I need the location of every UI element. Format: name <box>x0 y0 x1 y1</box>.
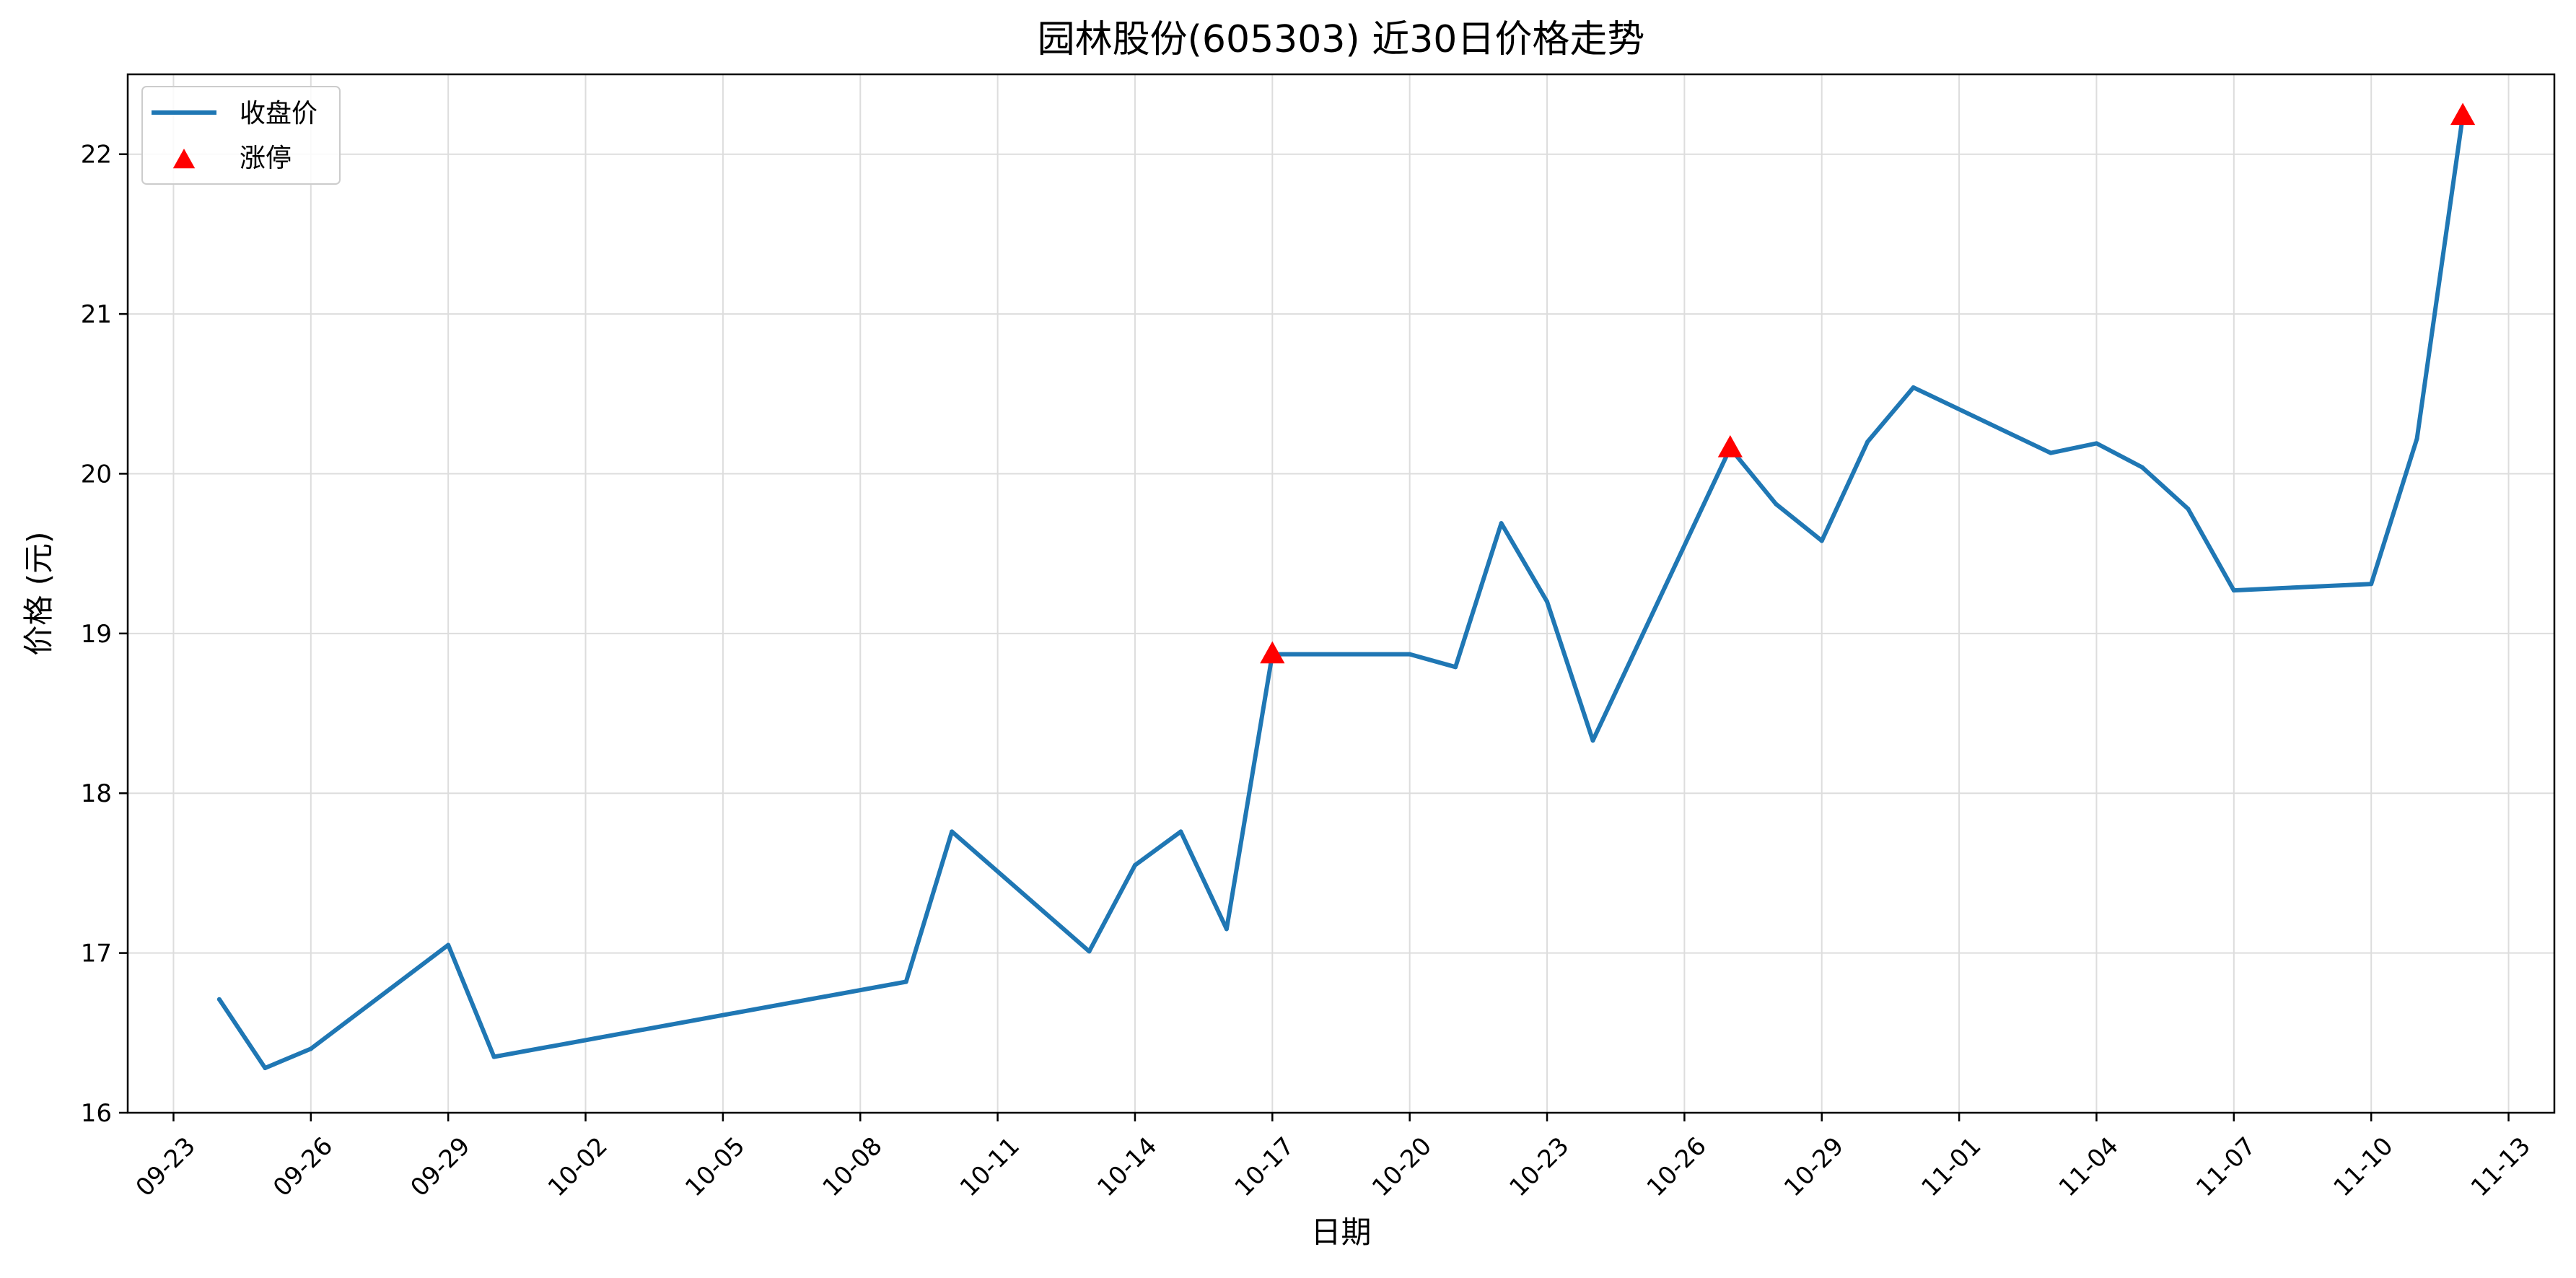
close-price-point <box>1911 385 1916 390</box>
legend: 收盘价 涨停 <box>141 86 341 185</box>
close-price-point <box>1087 949 1092 954</box>
y-tick-label: 18 <box>81 779 112 808</box>
close-price-point <box>2186 507 2191 512</box>
close-price-point <box>1819 538 1824 543</box>
x-axis-label: 日期 <box>1310 1214 1371 1250</box>
limit-up-marker <box>1717 435 1743 458</box>
limit-up-marker <box>1260 641 1285 664</box>
close-price-point <box>2369 582 2374 587</box>
legend-label-limit-up: 涨停 <box>240 144 292 173</box>
close-price-point <box>1178 829 1183 834</box>
close-price-line <box>216 113 2466 1070</box>
close-price-point <box>1545 599 1550 604</box>
close-price-point <box>446 942 451 947</box>
y-tick-label: 20 <box>81 460 112 489</box>
close-price-point <box>1407 652 1412 657</box>
close-price-point <box>2139 465 2145 470</box>
close-price-point <box>903 979 908 984</box>
y-tick-label: 19 <box>81 620 112 649</box>
close-price-point <box>1865 439 1870 445</box>
y-tick-label: 17 <box>81 940 112 968</box>
legend-label-close-price: 收盘价 <box>240 99 317 128</box>
y-tick-label: 22 <box>81 141 112 170</box>
close-price-point <box>491 1054 496 1059</box>
close-price-point <box>2049 450 2054 455</box>
y-tick-label: 21 <box>81 300 112 329</box>
chart-title: 园林股份(605303) 近30日价格走势 <box>1038 18 1645 61</box>
close-price-point <box>1132 862 1137 867</box>
close-price-point <box>1453 665 1458 670</box>
close-price-point <box>1499 521 1504 526</box>
close-price-point <box>1774 502 1779 507</box>
series-layer <box>216 102 2476 1071</box>
close-price-point <box>1590 738 1595 743</box>
y-tick-label: 16 <box>81 1099 112 1128</box>
close-price-point <box>950 829 955 834</box>
close-price-point <box>2414 436 2419 441</box>
close-price-point <box>1224 927 1229 932</box>
close-price-point <box>308 1046 313 1051</box>
y-axis-label: 价格 (元) <box>21 531 56 655</box>
plot-frame <box>126 73 2556 1114</box>
limit-up-marker <box>2450 102 2476 126</box>
close-price-point <box>263 1066 268 1071</box>
close-price-point <box>2094 441 2099 446</box>
close-price-point <box>2231 588 2236 593</box>
close-price-point <box>216 997 222 1002</box>
legend-triangle-icon <box>172 149 196 169</box>
